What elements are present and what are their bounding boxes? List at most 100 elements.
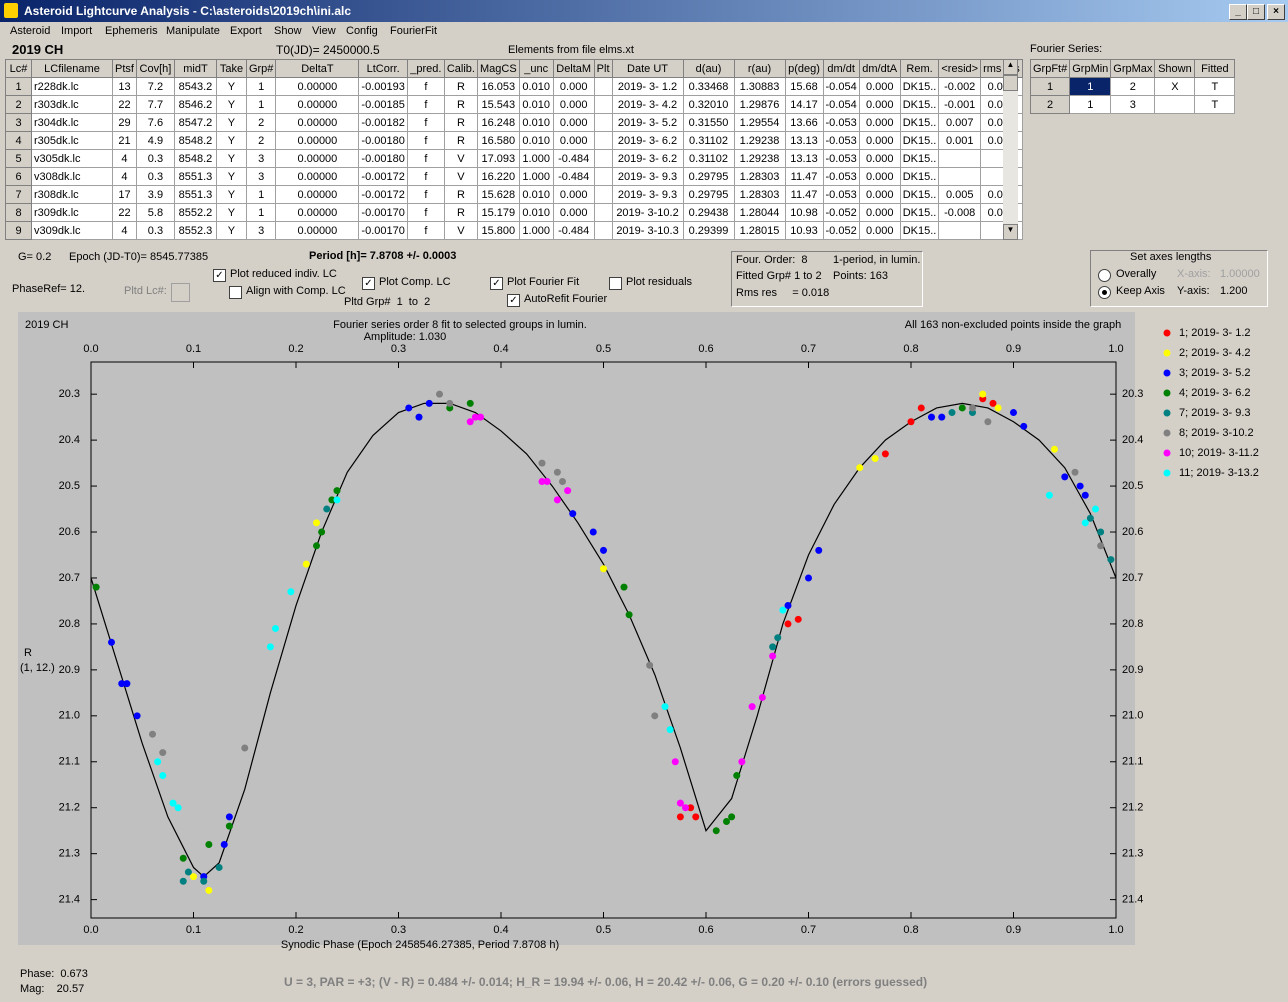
radio[interactable] (1098, 286, 1111, 299)
radio-label: Overally (1116, 268, 1157, 280)
column-header: _pred. (406, 59, 445, 78)
data-point (200, 877, 208, 885)
cell[interactable]: 2 (1029, 95, 1071, 114)
data-point (881, 450, 889, 458)
cell: -0.054 (822, 77, 860, 96)
data-point (405, 404, 413, 412)
menu-item[interactable]: Asteroid (10, 25, 51, 37)
checkbox[interactable]: ✓ (490, 277, 503, 290)
header-row: Lc# LCfilename Ptsf Cov[h] midT Take Grp# Delta… (5, 59, 1023, 78)
legend-marker (1163, 329, 1171, 337)
checkbox[interactable] (609, 277, 622, 290)
data-point (477, 413, 484, 421)
menu-item[interactable]: Show (274, 25, 302, 37)
y-tick-label: 20.4 (59, 434, 80, 446)
data-point (564, 487, 572, 495)
data-point (769, 652, 777, 660)
cell: 0.29399 (682, 221, 735, 240)
cell: 0.000 (858, 167, 901, 186)
maximize-button[interactable]: □ (1247, 4, 1265, 20)
cell (938, 221, 982, 240)
data-point (1081, 491, 1089, 499)
data-point (436, 390, 443, 398)
scroll-thumb[interactable] (1003, 75, 1018, 91)
cell: -0.00170 (358, 221, 408, 240)
data-point (323, 505, 331, 513)
window-title: Asteroid Lightcurve Analysis - C:\astero… (24, 4, 351, 18)
checkbox-label: Plot Comp. LC (379, 276, 451, 288)
data-point (600, 546, 607, 554)
object-name: 2019 CH (12, 42, 64, 57)
menu-item[interactable]: Manipulate (166, 25, 220, 37)
cell: 7 (5, 185, 32, 204)
checkbox[interactable]: ✓ (507, 294, 520, 307)
data-point (728, 813, 736, 821)
data-point (446, 399, 454, 407)
data-point (1010, 409, 1017, 417)
menu-item[interactable]: Export (230, 25, 262, 37)
x-tick-label: 0.5 (596, 343, 611, 355)
menu-item[interactable]: View (312, 25, 336, 37)
cell: -0.001 (938, 95, 982, 114)
column-header: MagCS (476, 59, 520, 78)
cell: 3 (5, 113, 32, 132)
cell: DK15.. (899, 113, 940, 132)
spinner[interactable] (171, 283, 190, 302)
cell: V (443, 149, 478, 168)
x-tick-label: 0.0 (83, 924, 98, 936)
data-point (215, 863, 223, 871)
minimize-button[interactable]: _ (1229, 4, 1247, 20)
menu-item[interactable]: FourierFit (390, 25, 438, 37)
menu-item[interactable]: Import (61, 25, 93, 37)
data-point (154, 758, 162, 766)
scroll-up[interactable]: ▲ (1003, 59, 1018, 75)
menu-item[interactable]: Ephemeris (105, 25, 158, 37)
data-point (661, 703, 669, 711)
cell: 2 (5, 95, 32, 114)
x-tick-label: 0.3 (391, 924, 406, 936)
cell: 8552.3 (173, 221, 217, 240)
data-point (266, 643, 274, 651)
info-text: Points: 163 (833, 270, 889, 282)
cell: 0.000 (552, 185, 595, 204)
checkbox[interactable] (229, 286, 242, 299)
cell: -0.052 (822, 203, 860, 222)
data-point (769, 643, 777, 651)
cell: 2019- 3- 9.3 (611, 167, 684, 186)
checkbox-label: AutoRefit Fourier (524, 293, 608, 305)
radio[interactable] (1098, 269, 1111, 282)
cell: 10.93 (784, 221, 824, 240)
data-point (692, 813, 700, 821)
table: Lc# LCfilename Ptsf Cov[h] midT Take Grp# Delta… (5, 59, 1023, 240)
checkbox[interactable]: ✓ (213, 269, 226, 282)
summary: U = 3, PAR = +3; (V - R) = 0.484 +/- 0.0… (284, 975, 928, 989)
scroll-down[interactable]: ▼ (1003, 224, 1018, 240)
cell[interactable]: 3 (1110, 95, 1156, 114)
data-point (471, 413, 479, 421)
y-tick-label: 21.3 (1122, 848, 1143, 860)
data-point (538, 477, 546, 485)
radio-dot (1102, 290, 1107, 295)
close-button[interactable]: × (1267, 4, 1285, 20)
data-point (553, 496, 561, 504)
data-point (123, 680, 131, 688)
chart-note: All 163 non-excluded points inside the g… (905, 319, 1121, 331)
cell[interactable]: T (1194, 95, 1236, 114)
data-point (179, 854, 187, 862)
cell: 1.30883 (733, 77, 786, 96)
data-point (169, 799, 177, 807)
cell: r309dk.lc (31, 203, 113, 222)
x-tick-label: 0.1 (186, 924, 201, 936)
cell: -0.00185 (358, 95, 408, 114)
data-point (553, 468, 561, 476)
cell: 3 (245, 221, 277, 240)
data-point (938, 413, 946, 421)
menu-item[interactable]: Config (346, 25, 378, 37)
checkbox[interactable]: ✓ (362, 277, 375, 290)
data-point (671, 758, 679, 766)
cell: 2019- 3-10.3 (611, 221, 684, 240)
scrollbar[interactable]: ▲ ▼ (1003, 59, 1018, 240)
lc-row: 6 v308dk.lc 4 0.3 8551.3 Y 3 0.00000 -0.00172 f V 1… (5, 167, 1023, 186)
y-tick-label: 21.4 (1122, 894, 1143, 906)
data-point (415, 413, 423, 421)
